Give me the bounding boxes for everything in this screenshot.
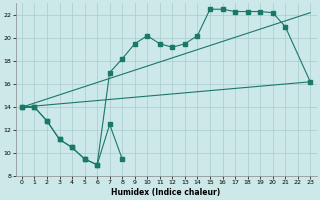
X-axis label: Humidex (Indice chaleur): Humidex (Indice chaleur) xyxy=(111,188,221,197)
